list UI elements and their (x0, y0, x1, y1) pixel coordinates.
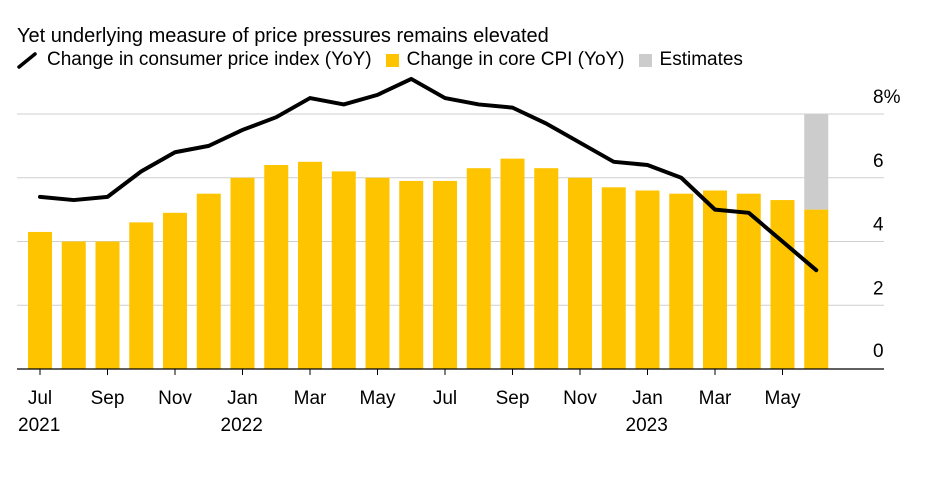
x-year-label: 2022 (221, 415, 263, 436)
core-cpi-bar (28, 231, 52, 369)
x-tick-label: Jan (227, 388, 258, 409)
core-cpi-bar (196, 193, 221, 369)
x-year-label: 2021 (18, 415, 60, 436)
y-tick-label: 6 (873, 151, 884, 172)
legend-label-cpi: Change in consumer price index (YoY) (47, 49, 372, 70)
core-cpi-bar (703, 190, 727, 369)
x-tick-label: May (360, 388, 396, 409)
core-cpi-bar (433, 180, 457, 369)
core-cpi-bar (568, 177, 592, 369)
legend: Change in consumer price index (YoY) Cha… (17, 49, 757, 71)
core-cpi-bar (331, 171, 356, 369)
core-cpi-bar (466, 168, 491, 369)
core-cpi-bar (534, 168, 559, 369)
core-cpi-bar (736, 193, 761, 369)
core-cpi-bar (298, 161, 322, 369)
x-tick-label: Sep (496, 388, 530, 409)
y-tick-label: 8% (873, 87, 901, 108)
core-cpi-bar (264, 165, 289, 369)
core-cpi-bar (163, 212, 187, 369)
core-cpi-bar (129, 222, 154, 369)
y-tick-label: 4 (873, 215, 884, 236)
core-cpi-bar (770, 200, 795, 369)
legend-item-estimates: Estimates (638, 49, 743, 71)
x-tick-label: Jul (433, 388, 457, 409)
chart-title: Yet underlying measure of price pressure… (17, 25, 549, 47)
x-tick-label: Jul (28, 388, 52, 409)
x-tick-label: Sep (91, 388, 125, 409)
legend-item-core-cpi: Change in core CPI (YoY) (385, 49, 625, 71)
cpi-line (38, 76, 819, 273)
estimates-swatch-icon (638, 53, 652, 67)
core-cpi-bar (804, 209, 829, 369)
x-tick-label: Jan (632, 388, 663, 409)
core-cpi-bar (95, 241, 120, 369)
core-cpi-bar (601, 187, 626, 369)
line-swatch-icon (17, 52, 37, 69)
core-cpi-bar (230, 177, 255, 369)
core-cpi-bar (500, 158, 525, 369)
x-tick-label: Nov (158, 388, 192, 409)
x-tick-label: Mar (699, 388, 732, 409)
y-tick-label: 0 (873, 341, 884, 362)
legend-label-estimates: Estimates (659, 49, 743, 70)
x-tick-label: Nov (563, 388, 597, 409)
y-tick-label: 2 (873, 278, 884, 299)
legend-item-cpi: Change in consumer price index (YoY) (17, 49, 372, 71)
x-year-label: 2023 (626, 415, 668, 436)
core-cpi-bar (669, 193, 694, 369)
core-cpi-bar (61, 241, 86, 369)
legend-label-core-cpi: Change in core CPI (YoY) (406, 49, 625, 70)
core-cpi-swatch-icon (385, 53, 399, 67)
core-cpi-bar (365, 177, 390, 369)
x-tick-label: May (765, 388, 801, 409)
x-tick-label: Mar (294, 388, 327, 409)
core-cpi-bar (399, 180, 424, 369)
core-cpi-bar (635, 190, 660, 369)
estimate-range-bar (804, 114, 829, 210)
